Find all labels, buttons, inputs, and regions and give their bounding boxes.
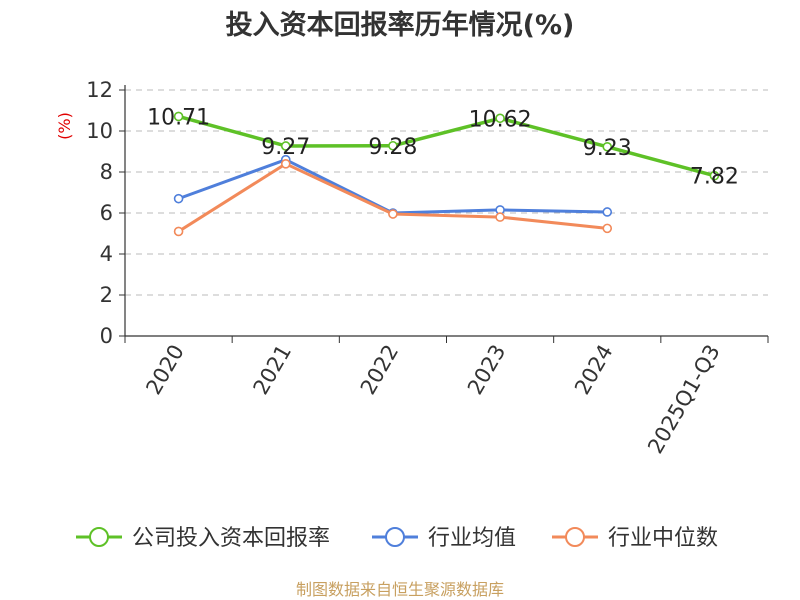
y-tick-label: 0 [100, 324, 113, 348]
y-tick-label: 6 [100, 201, 113, 225]
axes: 0 2 4 6 8 10 12 2020 2021 2022 2023 2024 2025Q1-Q3 [86, 78, 769, 458]
series-layer [173, 111, 720, 237]
data-point [280, 159, 291, 169]
y-tick-label: 4 [100, 242, 113, 266]
data-point [495, 212, 505, 222]
source-note: 制图数据来自恒生聚源数据库 [296, 580, 504, 599]
data-labels: 10.71 9.27 9.28 10.62 9.23 7.82 [147, 105, 739, 189]
data-label: 10.62 [469, 107, 532, 132]
series-line [178, 114, 715, 178]
gridlines [125, 89, 768, 296]
y-tick-label: 12 [86, 78, 113, 102]
data-point [173, 226, 184, 237]
data-label: 9.23 [583, 136, 632, 161]
x-tick-label: 2023 [463, 341, 511, 399]
legend: 公司投入资本回报率 行业均值 行业中位数 [76, 526, 718, 551]
data-label: 10.71 [147, 105, 210, 130]
series-line [178, 158, 608, 215]
chart-title: 投入资本回报率历年情况(%) [226, 9, 575, 41]
data-point [280, 141, 291, 151]
data-point [173, 193, 184, 204]
data-point [495, 113, 505, 124]
x-tick-label: 2020 [141, 341, 189, 399]
x-tick-label: 2025Q1-Q3 [643, 341, 725, 458]
legend-marker [89, 527, 109, 547]
legend-marker [385, 527, 405, 547]
legend-label: 行业均值 [428, 526, 516, 551]
x-tick-label: 2021 [249, 341, 297, 399]
data-point [602, 223, 613, 234]
legend-marker [565, 527, 585, 547]
data-label: 7.82 [690, 165, 739, 190]
data-label: 9.27 [261, 135, 310, 160]
data-label: 9.28 [368, 135, 417, 160]
y-tick-label: 10 [86, 119, 113, 143]
y-tick-label: 2 [100, 283, 113, 307]
y-axis-unit: (%) [55, 112, 74, 140]
data-point [388, 140, 398, 151]
x-tick-label: 2024 [570, 341, 618, 399]
legend-label: 公司投入资本回报率 [132, 526, 330, 551]
data-point [602, 141, 613, 152]
data-point [602, 207, 613, 217]
y-tick-label: 8 [100, 160, 113, 184]
data-point [173, 111, 184, 122]
x-tick-label: 2022 [356, 341, 404, 399]
data-point [388, 209, 398, 219]
data-point [709, 170, 720, 181]
legend-label: 行业中位数 [608, 526, 718, 551]
